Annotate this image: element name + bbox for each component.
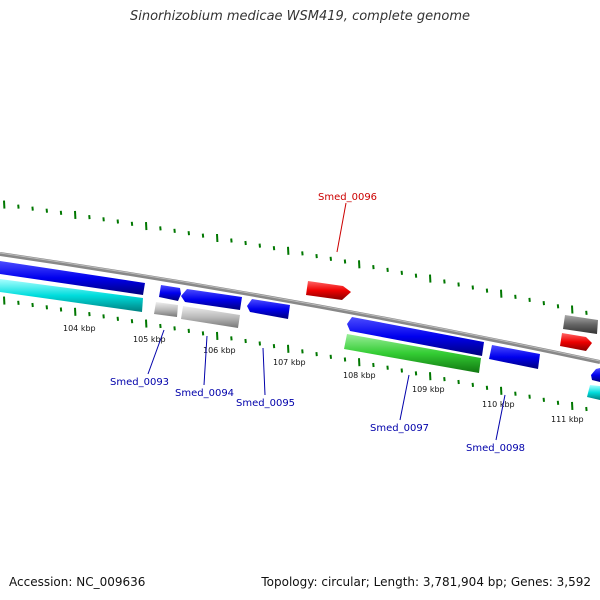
lower-tick-row: [3, 296, 588, 412]
pseudo-feature-smed-0094[interactable]: [181, 306, 240, 328]
leader-line-smed-0096: [336, 202, 347, 253]
cds-feature-upper-2[interactable]: [159, 285, 181, 301]
gene-label-smed-0098[interactable]: Smed_0098: [466, 443, 525, 454]
gene-label-smed-0093[interactable]: Smed_0093: [110, 377, 169, 388]
tick-label-106: 106 kbp: [203, 346, 236, 355]
accession-text: Accession: NC_009636: [9, 575, 146, 589]
leader-line-smed-0095: [262, 347, 266, 396]
cds-feature-smed-0098[interactable]: [489, 345, 540, 369]
leader-line-smed-0097: [399, 374, 410, 421]
rrna-feature-left[interactable]: [0, 279, 143, 312]
genome-backbone-highlight: [0, 252, 600, 362]
tick-label-110: 110 kbp: [482, 400, 515, 409]
pseudo-feature-smed-0093[interactable]: [154, 302, 178, 317]
leader-line-smed-0093: [147, 329, 165, 375]
rrna-feature-edge-right[interactable]: [587, 385, 600, 400]
gene-label-smed-0095[interactable]: Smed_0095: [236, 398, 295, 409]
cds-feature-upper-4[interactable]: [247, 299, 290, 319]
tick-label-105: 105 kbp: [133, 335, 166, 344]
cds-feature-edge-right[interactable]: [591, 368, 600, 382]
trna-feature-smed-0097[interactable]: [344, 334, 481, 373]
map-title: Sinorhizobium medicae WSM419, complete g…: [129, 9, 471, 24]
genome-summary-text: Topology: circular; Length: 3,781,904 bp…: [261, 575, 591, 589]
misc-feature-smed-0096[interactable]: [306, 281, 351, 300]
tick-label-111: 111 kbp: [551, 415, 584, 424]
leader-line-smed-0094: [203, 335, 208, 386]
gene-label-smed-0094[interactable]: Smed_0094: [175, 388, 234, 399]
cds-feature-upper-1[interactable]: [0, 261, 145, 295]
tick-label-108: 108 kbp: [343, 371, 376, 380]
gene-label-smed-0097[interactable]: Smed_0097: [370, 423, 429, 434]
cds-feature-smed-0097[interactable]: [347, 317, 484, 356]
upper-tick-row: [3, 200, 588, 315]
cds-feature-upper-3[interactable]: [181, 289, 242, 310]
gene-label-smed-0096[interactable]: Smed_0096: [318, 192, 377, 203]
misc-feature-upper-right[interactable]: [560, 333, 592, 351]
tick-label-104: 104 kbp: [63, 324, 96, 333]
other-feature-upper-right[interactable]: [563, 315, 598, 334]
tick-label-109: 109 kbp: [412, 385, 445, 394]
leader-line-smed-0098: [495, 394, 506, 441]
tick-label-107: 107 kbp: [273, 358, 306, 367]
genome-backbone: [0, 252, 600, 364]
